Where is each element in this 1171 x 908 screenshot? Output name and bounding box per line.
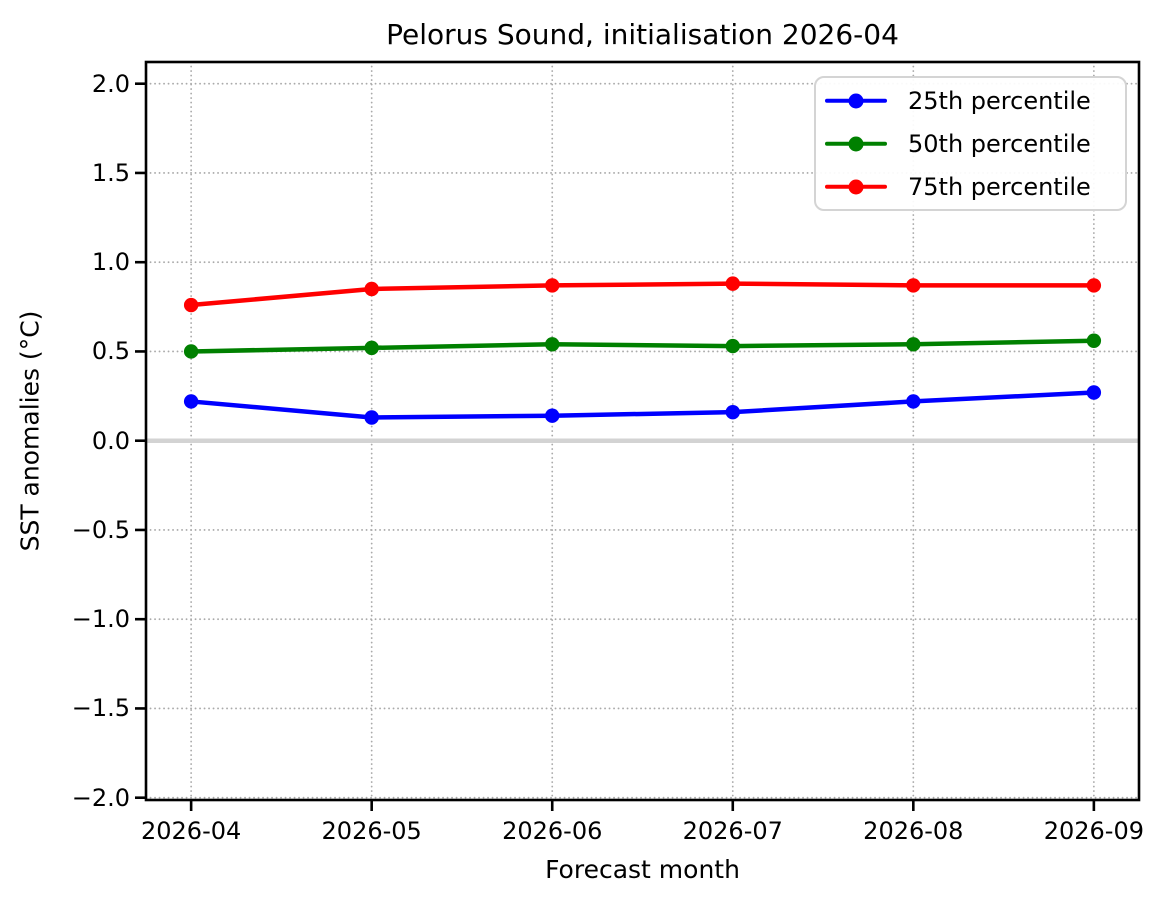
data-point-75th-percentile: [545, 278, 560, 293]
legend-label: 50th percentile: [908, 129, 1091, 158]
data-point-25th-percentile: [906, 394, 921, 409]
data-point-50th-percentile: [1086, 333, 1102, 348]
data-point-50th-percentile: [183, 344, 199, 359]
legend-marker-icon: [848, 136, 864, 151]
data-point-25th-percentile: [364, 410, 379, 425]
y-tick-label: −1.5: [71, 694, 130, 723]
plot-border: [144, 60, 1141, 802]
chart-title: Pelorus Sound, initialisation 2026-04: [386, 18, 899, 51]
legend-entry: 75th percentile: [816, 166, 1125, 207]
x-tick-label: 2026-07: [682, 817, 783, 845]
x-tick-label: 2026-06: [502, 817, 603, 845]
data-point-25th-percentile: [183, 394, 199, 409]
legend-label: 25th percentile: [908, 86, 1091, 115]
series-line-75th-percentile: [188, 281, 1097, 308]
legend-label: 75th percentile: [908, 172, 1091, 201]
data-point-75th-percentile: [1086, 278, 1102, 293]
data-point-75th-percentile: [906, 278, 921, 293]
x-tick-label: 2026-04: [140, 817, 242, 845]
legend-line-sample: [825, 92, 887, 109]
legend-marker-icon: [848, 93, 864, 108]
data-point-50th-percentile: [364, 340, 379, 356]
x-tick-label: 2026-09: [1043, 817, 1144, 845]
y-tick-label: 0.0: [91, 426, 130, 455]
x-axis-label: Forecast month: [545, 855, 740, 884]
x-tick-label: 2026-08: [863, 817, 964, 845]
y-tick-label: 2.0: [91, 69, 130, 98]
data-point-25th-percentile: [1086, 385, 1102, 400]
legend-entry: 25th percentile: [816, 80, 1125, 121]
y-tick-label: 1.0: [91, 248, 130, 277]
data-point-75th-percentile: [364, 281, 379, 297]
series-line-25th-percentile: [188, 390, 1097, 420]
x-tick-label: 2026-05: [321, 817, 422, 845]
legend-line-sample: [825, 178, 887, 195]
legend-marker-icon: [848, 179, 864, 194]
y-tick-label: −2.0: [71, 783, 130, 812]
data-point-25th-percentile: [725, 404, 740, 420]
data-point-50th-percentile: [545, 337, 560, 352]
data-point-75th-percentile: [183, 297, 199, 313]
data-point-50th-percentile: [725, 338, 740, 354]
legend: 25th percentile 50th percentile 75th perce…: [814, 76, 1127, 211]
data-point-25th-percentile: [545, 408, 560, 423]
data-point-75th-percentile: [725, 276, 740, 291]
legend-line-sample: [825, 135, 887, 152]
legend-entry: 50th percentile: [816, 123, 1125, 164]
y-tick-label: 0.5: [91, 337, 130, 366]
data-point-50th-percentile: [906, 337, 921, 352]
series-line-50th-percentile: [188, 338, 1097, 354]
y-tick-label: −0.5: [71, 515, 130, 544]
y-tick-label: 1.5: [91, 158, 130, 187]
y-tick-label: −1.0: [71, 605, 130, 634]
